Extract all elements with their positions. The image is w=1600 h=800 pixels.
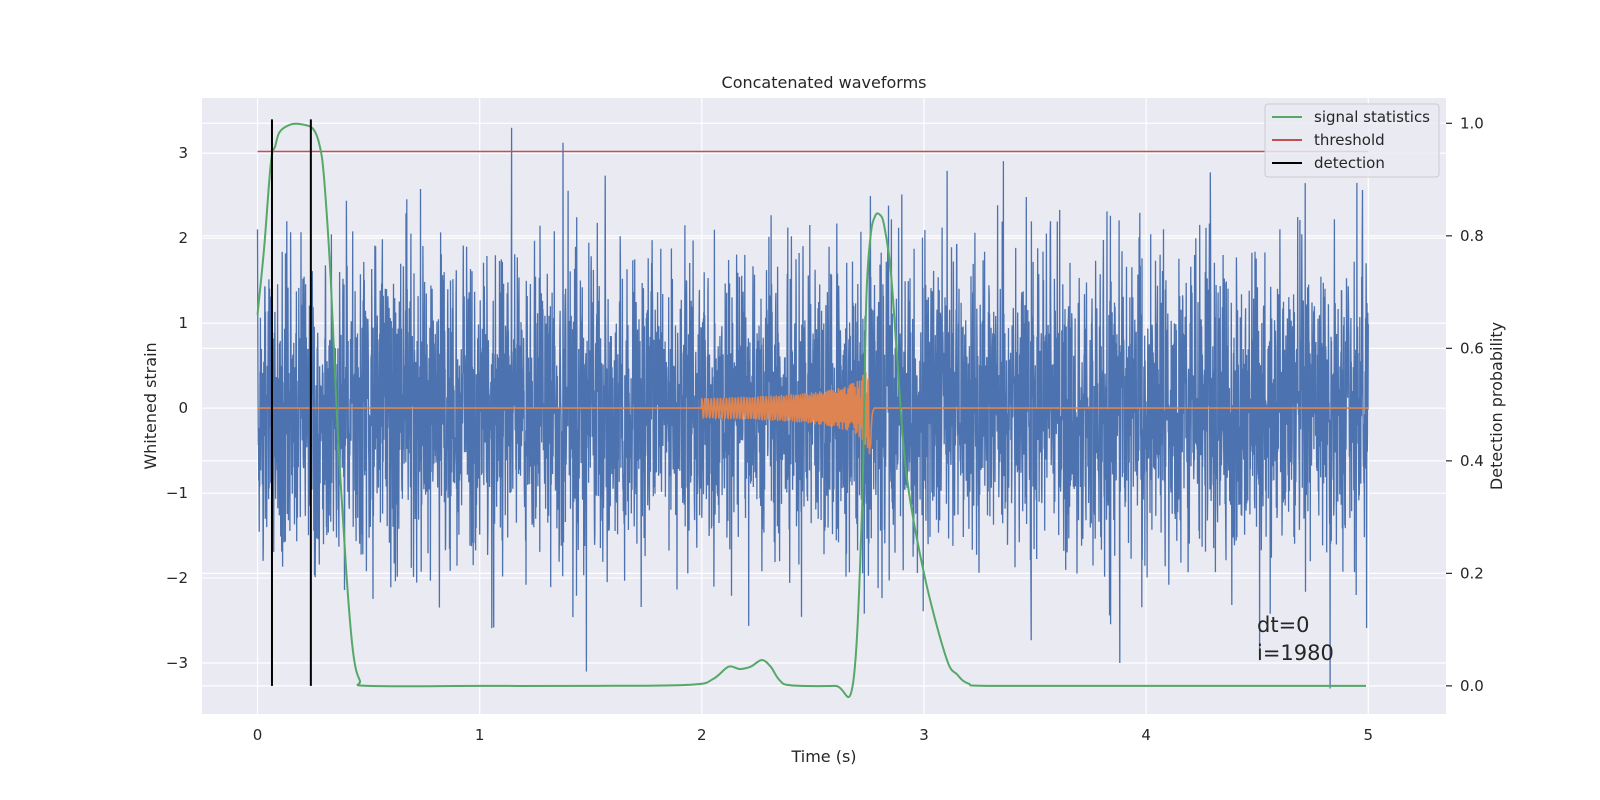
- signal-statistics-line: [256, 122, 1366, 699]
- detection-series: [270, 119, 312, 686]
- annotation-dt: dt=0: [1257, 613, 1310, 637]
- annotation-box: dt=0 i=1980: [1257, 613, 1334, 665]
- chart-title: Concatenated waveforms: [722, 73, 927, 92]
- x-tick-label: 0: [253, 726, 263, 744]
- y2-ticks: 0.0 0.2 0.4 0.6 0.8 1.0: [1446, 114, 1484, 695]
- y-tick-label: 0: [178, 399, 188, 417]
- legend-label-signal-statistics: signal statistics: [1314, 108, 1430, 126]
- y-tick-label: 2: [178, 229, 188, 247]
- y-axis-label: Whitened strain: [141, 342, 160, 469]
- legend: signal statistics threshold detection: [1264, 103, 1440, 178]
- strain-series: [256, 127, 1369, 689]
- x-tick-label: 1: [475, 726, 485, 744]
- y2-tick-label: 0.4: [1460, 452, 1484, 470]
- y2-tick-label: 0.8: [1460, 227, 1484, 245]
- y2-tick-label: 0.0: [1460, 677, 1484, 695]
- chirp-line: [257, 372, 1369, 455]
- y-tick-label: −2: [166, 569, 188, 587]
- y2-tick-label: 1.0: [1460, 114, 1484, 132]
- y2-tick-label: 0.6: [1460, 339, 1484, 357]
- y2-tick-label: 0.2: [1460, 564, 1484, 582]
- y-tick-label: −1: [166, 484, 188, 502]
- x-tick-label: 5: [1363, 726, 1373, 744]
- x-ticks: 0 1 2 3 4 5: [253, 726, 1373, 744]
- legend-label-detection: detection: [1314, 154, 1385, 172]
- x-tick-label: 2: [697, 726, 707, 744]
- strain-line: [256, 127, 1369, 689]
- legend-label-threshold: threshold: [1314, 131, 1385, 149]
- signal-statistics-series: [256, 122, 1366, 699]
- x-axis-label: Time (s): [790, 747, 856, 766]
- y-tick-label: 3: [178, 144, 188, 162]
- chirp-series: [257, 372, 1369, 455]
- legend-frame: [1264, 103, 1440, 178]
- y-tick-label: −3: [166, 654, 188, 672]
- y-tick-label: 1: [178, 314, 188, 332]
- x-tick-label: 3: [919, 726, 929, 744]
- y-ticks: −3 −2 −1 0 1 2 3: [166, 144, 188, 672]
- y2-axis-label: Detection probability: [1487, 322, 1506, 490]
- x-tick-label: 4: [1141, 726, 1151, 744]
- annotation-index: i=1980: [1257, 641, 1334, 665]
